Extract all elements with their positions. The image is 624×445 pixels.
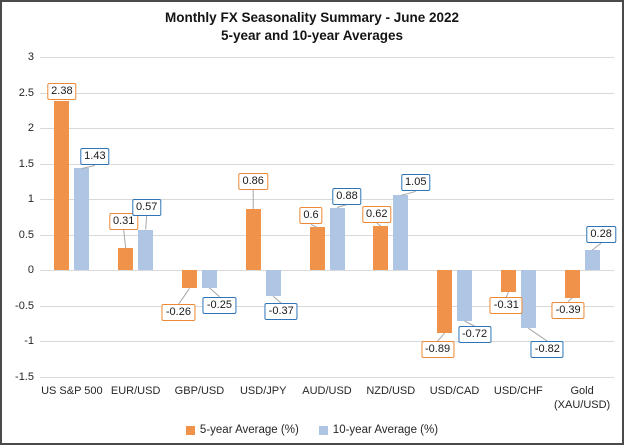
data-label-10-year-usd-chf: -0.82 (530, 341, 564, 359)
legend-item-5-year: 5-year Average (%) (185, 424, 299, 436)
leader-line (209, 287, 220, 298)
data-label-5-year-usd-chf: -0.31 (489, 297, 523, 314)
data-label-5-year-nzd-usd: 0.62 (362, 205, 392, 223)
bar-5-year-usd-jpy (245, 208, 261, 270)
y-axis-tick-label: 1.5 (18, 157, 34, 170)
x-axis-category-label: Gold (XAU/USD) (553, 385, 611, 411)
leader-line (123, 229, 127, 249)
bar-5-year-us-s-p-500 (54, 101, 70, 270)
leader-line (178, 288, 190, 305)
bar-5-year-usd-cad (437, 270, 453, 334)
data-label-10-year-usd-jpy: -0.37 (264, 303, 298, 321)
data-label-10-year-usd-cad: -0.72 (458, 326, 492, 344)
y-axis-tick-label: -1 (24, 335, 34, 347)
data-label-5-year-eur-usd: 0.31 (108, 212, 139, 230)
leader-line (437, 332, 445, 342)
chart-title: Monthly FX Seasonality Summary - June 20… (2, 9, 622, 45)
gridline (40, 57, 614, 58)
data-label-5-year-usd-cad: -0.89 (421, 341, 455, 359)
gridline (40, 234, 614, 236)
bar-5-year-aud-usd (309, 227, 325, 270)
x-axis-category-label: USD/CAD (429, 385, 480, 397)
x-axis-category-label: GBP/USD (174, 385, 225, 397)
y-axis-tick-label: 0.5 (18, 228, 34, 241)
bar-5-year-eur-usd (118, 247, 134, 270)
x-axis-category-label: EUR/USD (110, 385, 161, 397)
gridline (40, 376, 614, 378)
bar-10-year-eur-usd (138, 229, 154, 270)
leader-line (591, 242, 602, 251)
data-label-10-year-nzd-usd: 1.05 (401, 174, 431, 192)
x-axis-category-label: US S&P 500 (41, 385, 103, 397)
leader-line (272, 295, 282, 304)
chart-title-line2: 5-year and 10-year Averages (220, 28, 404, 43)
gridline (40, 128, 614, 129)
y-axis-tick-label: 2.5 (18, 86, 34, 99)
leader-line (528, 327, 548, 342)
gridline (40, 92, 614, 94)
x-axis-category-label: USD/CHF (493, 385, 543, 397)
gridline (40, 199, 614, 200)
bar-5-year-nzd-usd (373, 225, 389, 270)
x-axis-category-label: USD/JPY (239, 385, 287, 397)
data-label-5-year-gold-xau-usd: -0.39 (551, 301, 585, 319)
bar-5-year-gold-xau-usd (564, 270, 580, 298)
legend-label: 10-year Average (%) (332, 424, 439, 436)
data-label-5-year-usd-jpy: 0.86 (238, 172, 268, 190)
gridline (40, 305, 614, 307)
x-axis-category-label: AUD/USD (302, 385, 352, 397)
gridline (40, 270, 614, 271)
data-label-10-year-gold-xau-usd: 0.28 (586, 226, 616, 244)
legend-marker-icon (318, 425, 328, 435)
data-label-5-year-aud-usd: 0.6 (299, 207, 323, 225)
y-axis-tick-label: 2 (27, 122, 34, 134)
bar-10-year-usd-chf (520, 270, 536, 329)
gridline (40, 163, 614, 165)
legend-label: 5-year Average (%) (199, 424, 299, 436)
data-label-10-year-aud-usd: 0.88 (332, 187, 362, 205)
data-label-10-year-gbp-usd: -0.25 (202, 296, 236, 314)
bar-10-year-usd-jpy (265, 270, 281, 297)
bar-10-year-gbp-usd (201, 270, 217, 288)
leader-line (145, 215, 148, 230)
bar-5-year-gbp-usd (181, 270, 197, 289)
legend-item-10-year: 10-year Average (%) (318, 424, 439, 436)
bar-10-year-aud-usd (329, 207, 345, 270)
bar-10-year-usd-cad (457, 270, 473, 322)
data-label-5-year-us-s-p-500: 2.38 (47, 83, 77, 101)
legend-marker-icon (185, 425, 195, 435)
chart-title-line1: Monthly FX Seasonality Summary - June 20… (164, 10, 460, 25)
y-axis-tick-label: -0.5 (15, 299, 34, 312)
gridline (40, 341, 614, 342)
data-label-5-year-gbp-usd: -0.26 (161, 304, 195, 322)
legend: 5-year Average (%) 10-year Average (%) (2, 418, 622, 442)
y-axis-tick-label: 0 (27, 264, 34, 276)
data-label-10-year-us-s-p-500: 1.43 (80, 148, 110, 166)
bar-5-year-usd-chf (500, 270, 516, 292)
x-axis-category-label: NZD/USD (366, 385, 416, 397)
y-axis-tick-label: -1.5 (15, 370, 34, 383)
y-axis-tick-label: 3 (27, 51, 34, 63)
y-axis-tick-label: 1 (27, 193, 34, 205)
bar-10-year-nzd-usd (393, 195, 409, 270)
bar-10-year-us-s-p-500 (74, 168, 90, 270)
bar-10-year-gold-xau-usd (584, 250, 600, 270)
data-label-10-year-eur-usd: 0.57 (131, 198, 162, 216)
